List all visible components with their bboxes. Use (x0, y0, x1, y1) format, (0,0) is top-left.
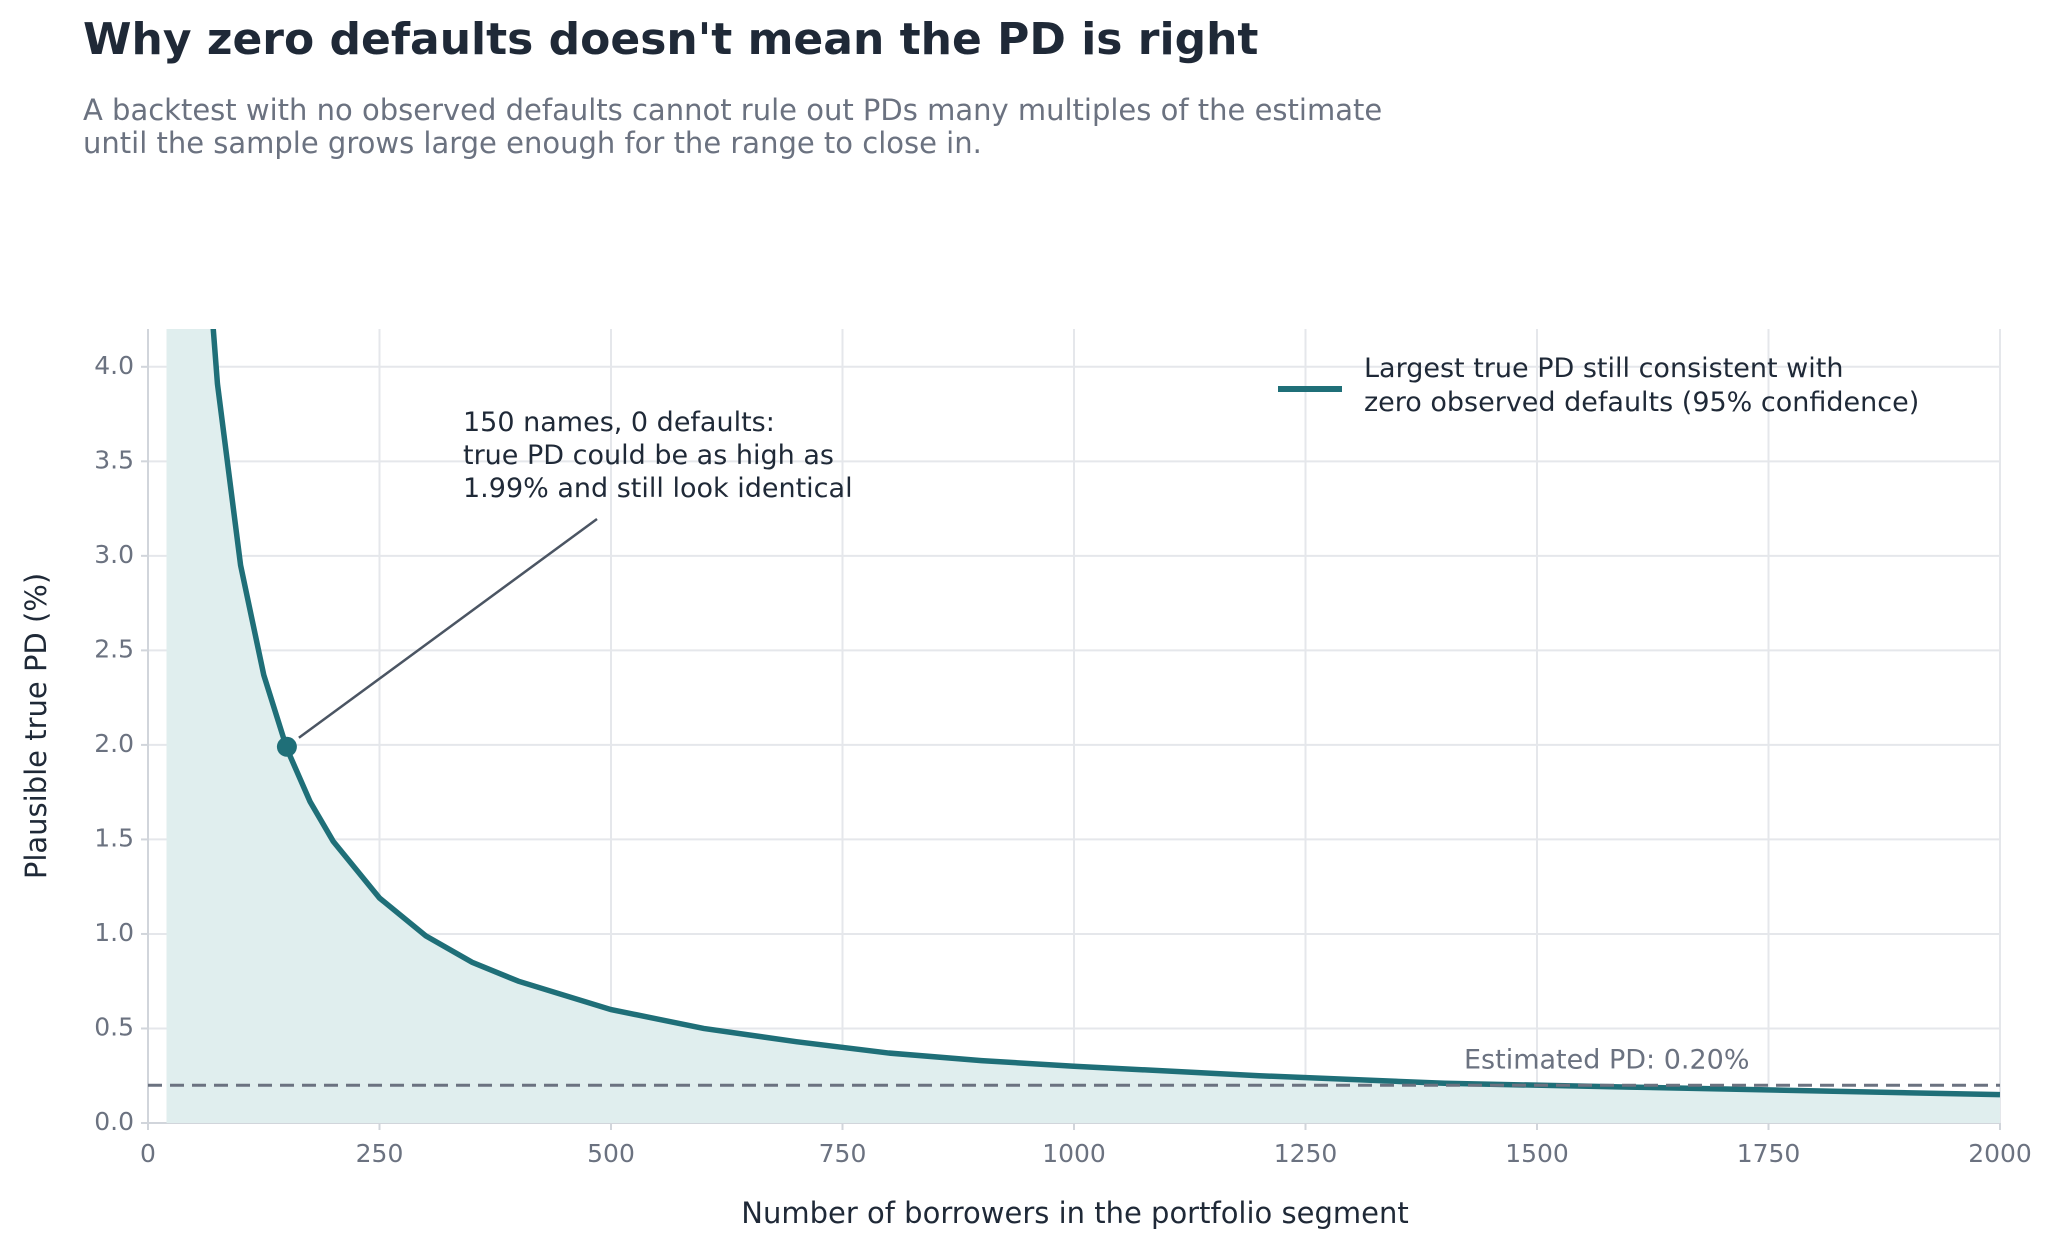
annotation-arrow (298, 517, 598, 739)
highlight-point (276, 736, 297, 757)
y-tick-label: 2.0 (94, 729, 134, 758)
line (210, 329, 2000, 1098)
x-tick-label: 1250 (1274, 1139, 1338, 1168)
y-tick-label: 0.5 (94, 1012, 134, 1041)
y-tick-label: 4.0 (94, 351, 134, 380)
x-tick-label: 1750 (1737, 1139, 1801, 1168)
x-axis-label: Number of borrowers in the portfolio seg… (741, 1196, 1408, 1230)
y-tick-label: 2.5 (94, 634, 134, 663)
x-tick-label: 2000 (1968, 1139, 2032, 1168)
x-tick-label: 0 (140, 1139, 156, 1168)
x-tick-label: 500 (587, 1139, 635, 1168)
annotation-text: 150 names, 0 defaults: true PD could be … (463, 407, 853, 504)
chart-title: Why zero defaults doesn't mean the PD is… (83, 14, 1259, 65)
y-tick-label: 0.0 (94, 1107, 134, 1136)
y-axis-label: Plausible true PD (%) (19, 573, 53, 879)
y-tick-label: 1.5 (94, 823, 134, 852)
x-tick-label: 250 (356, 1139, 404, 1168)
x-tick-label: 1500 (1505, 1139, 1569, 1168)
y-tick-label: 1.0 (94, 918, 134, 947)
x-tick-label: 1000 (1042, 1139, 1106, 1168)
plot-area (166, 329, 2000, 1123)
reference-label: Estimated PD: 0.20% (1464, 1045, 1750, 1076)
chart-subtitle: A backtest with no observed defaults can… (83, 93, 1383, 160)
y-tick-label: 3.0 (94, 540, 134, 569)
area (166, 329, 2000, 1123)
legend-label: Largest true PD still consistent with ze… (1364, 353, 1920, 418)
y-tick-label: 3.5 (94, 445, 134, 474)
x-tick-label: 750 (819, 1139, 867, 1168)
